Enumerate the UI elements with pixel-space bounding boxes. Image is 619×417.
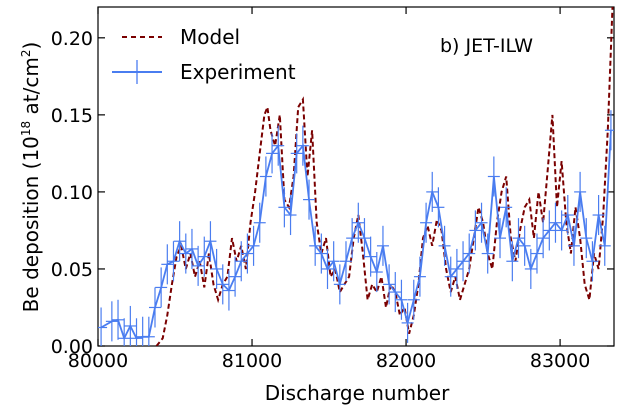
y-axis-label-exponent: 18 [19,121,33,136]
y-tick-label: 0.00 [51,336,93,358]
legend-model-label: Model [180,25,240,49]
x-axis: 80000 81000 82000 83000 Discharge number [68,7,590,405]
x-tick-label: 81000 [222,350,282,372]
legend: Model Experiment [112,25,296,84]
x-tick-label: 82000 [376,350,436,372]
y-axis-label-unit: at/cm [19,57,43,121]
y-axis-label-prefix: Be deposition (10 [19,136,43,312]
y-axis-label-unit-exponent: 2 [19,50,33,58]
y-tick-label: 0.05 [51,259,93,281]
y-axis-label-suffix: ) [19,42,43,50]
plot-frame [97,6,615,347]
x-tick-label: 83000 [530,350,590,372]
series-experiment [98,110,614,346]
legend-experiment-label: Experiment [180,60,296,84]
y-ticks: 0.00 0.05 0.10 0.15 0.20 [51,28,614,358]
x-tick-label: 80000 [68,350,128,372]
plot-area-border [97,6,615,347]
x-axis-label: Discharge number [265,381,450,405]
panel-annotation: b) JET-ILW [440,35,533,57]
data-series [98,7,614,346]
x-ticks: 80000 81000 82000 83000 [68,7,590,372]
y-tick-label: 0.15 [51,105,93,127]
y-tick-label: 0.20 [51,28,93,50]
series-model [155,7,614,346]
y-axis: 0.00 0.05 0.10 0.15 0.20 Be deposition (1018… [19,28,614,358]
model-line [155,7,614,346]
y-axis-label: Be deposition (1018 at/cm2) [19,42,43,313]
y-tick-label: 0.10 [51,182,93,204]
